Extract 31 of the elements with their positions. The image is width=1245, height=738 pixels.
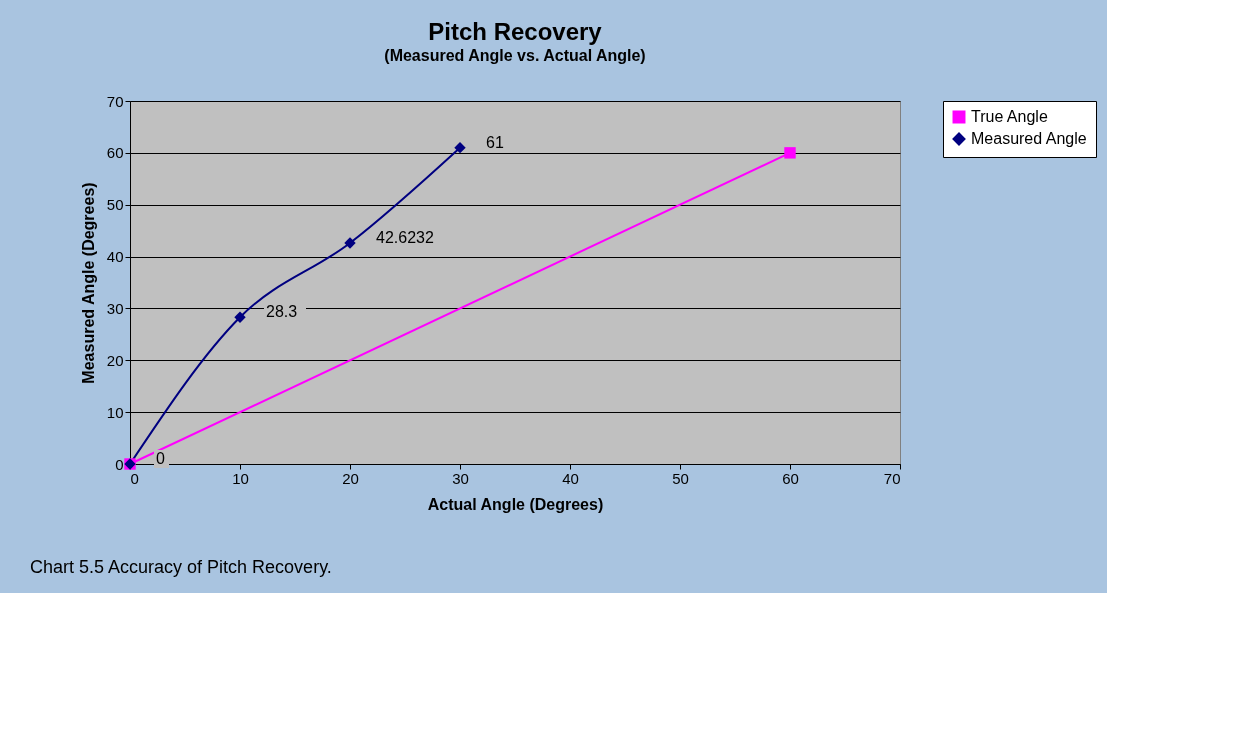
y-tick-label: 50 (106, 196, 124, 214)
caption: Chart 5.5 Accuracy of Pitch Recovery. (30, 557, 332, 577)
y-tick-label: 10 (106, 403, 124, 421)
data-label: 42.6232 (376, 228, 434, 246)
legend-label: True Angle (971, 108, 1048, 125)
data-label: 28.3 (266, 303, 298, 321)
y-tick-label: 70 (106, 92, 124, 110)
x-tick-label: 0 (130, 469, 139, 487)
chart-title: Pitch Recovery (428, 18, 603, 45)
x-tick-label: 10 (232, 469, 249, 487)
y-tick-label: 30 (106, 299, 124, 317)
data-label: 0 (156, 450, 165, 467)
legend-label: Measured Angle (971, 130, 1087, 147)
chart-subtitle: (Measured Angle vs. Actual Angle) (384, 47, 646, 64)
y-tick-label: 0 (115, 455, 124, 473)
y-axis-title: Measured Angle (Degrees) (79, 182, 97, 384)
y-tick-label: 40 (106, 248, 124, 266)
x-axis-title: Actual Angle (Degrees) (427, 495, 604, 513)
point (784, 147, 796, 159)
point (234, 311, 246, 323)
y-tick-label: 60 (106, 144, 124, 162)
point (344, 237, 356, 249)
point (454, 141, 466, 154)
x-tick-label: 60 (782, 469, 799, 487)
x-tick-label: 40 (562, 469, 579, 487)
data-label: 61 (486, 133, 504, 151)
y-tick-label: 20 (106, 351, 124, 369)
x-tick-label: 50 (672, 469, 689, 487)
x-tick-label: 70 (883, 469, 901, 487)
x-tick-label: 20 (342, 469, 359, 487)
x-tick-label: 30 (452, 469, 469, 487)
